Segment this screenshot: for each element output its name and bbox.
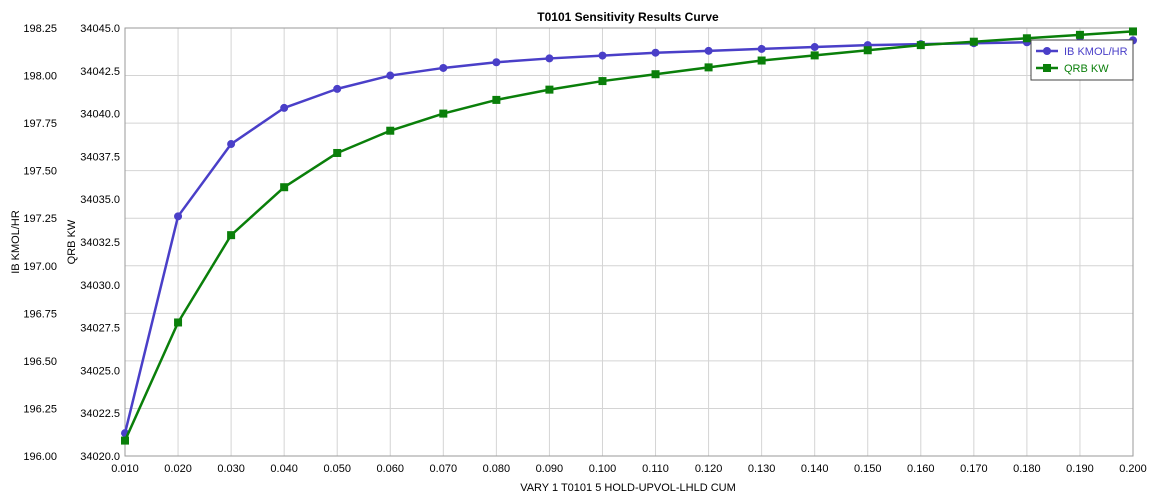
data-point [174,212,183,221]
y-left-tick-label: 197.25 [23,213,57,225]
data-point [174,318,183,327]
data-point [598,77,607,86]
y-axis-inner-ticks: 34020.0 34022.5 34025.0 34027.5 34030.0 34032… [80,23,120,463]
data-point [545,54,554,63]
data-point [333,148,342,157]
data-point [916,41,925,50]
y-inner-tick-label: 34035.0 [80,194,120,206]
data-point [969,37,978,46]
y-axis-left-label: IB KMOL/HR [10,210,22,274]
data-point [386,126,395,135]
data-point [545,85,554,94]
y-inner-tick-label: 34045.0 [80,23,120,35]
x-axis-label: VARY 1 T0101 5 HOLD-UPVOL-LHLD CUM [520,482,736,494]
data-point [227,140,236,149]
x-tick-label: 0.190 [1066,463,1094,475]
x-tick-label: 0.120 [695,463,723,475]
data-point [863,46,872,55]
series-layer [121,27,1137,445]
x-tick-label: 0.130 [748,463,776,475]
data-point [121,436,129,445]
y-left-tick-label: 197.75 [23,118,57,130]
data-point [651,70,660,79]
chart-title: T0101 Sensitivity Results Curve [537,10,719,24]
x-tick-label: 0.020 [164,463,192,475]
x-tick-label: 0.060 [376,463,404,475]
y-inner-tick-label: 34030.0 [80,280,120,292]
y-inner-tick-label: 34042.5 [80,66,120,78]
plot-area [124,27,1134,457]
data-point [227,231,236,240]
x-tick-label: 0.090 [536,463,564,475]
data-point [651,48,660,57]
data-point [810,51,819,60]
series-line [123,39,1134,434]
y-left-tick-label: 196.75 [23,308,57,320]
y-left-tick-label: 198.25 [23,23,57,35]
x-tick-label: 0.180 [1013,463,1041,475]
x-tick-label: 0.070 [430,463,458,475]
data-point [757,44,766,53]
x-tick-label: 0.030 [217,463,245,475]
y-inner-tick-label: 34020.0 [80,451,120,463]
data-point [386,71,395,80]
legend-label: QRB KW [1064,63,1109,75]
legend-marker [1043,64,1051,72]
y-left-tick-label: 196.00 [23,451,57,463]
grid-lines [124,27,1134,457]
x-tick-label: 0.110 [642,463,669,475]
data-point [333,84,342,93]
y-inner-tick-label: 34032.5 [80,237,120,249]
data-point [757,56,766,65]
y-inner-tick-label: 34037.5 [80,151,120,163]
x-tick-label: 0.040 [270,463,298,475]
y-left-tick-label: 196.25 [23,403,57,415]
data-point [439,109,448,118]
x-axis-ticks: 0.010 0.020 0.030 0.040 0.050 0.060 0.070 0.080… [111,463,1147,475]
data-point [280,103,289,112]
x-tick-label: 0.010 [111,463,139,475]
data-point [810,43,819,52]
series-line [123,30,1134,442]
y-inner-tick-label: 34040.0 [80,109,120,121]
data-point [704,46,713,55]
x-tick-label: 0.150 [854,463,882,475]
legend-label: IB KMOL/HR [1064,46,1128,58]
y-left-tick-label: 196.50 [23,356,57,368]
legend: IB KMOL/HR QRB KW [1030,39,1134,81]
x-tick-label: 0.170 [960,463,988,475]
data-point [598,51,607,60]
y-left-tick-label: 197.00 [23,261,57,273]
y-left-tick-label: 197.50 [23,166,57,178]
data-point [704,63,713,72]
data-point [1022,34,1031,43]
x-tick-label: 0.160 [907,463,935,475]
legend-box [1030,39,1134,81]
x-tick-label: 0.050 [323,463,351,475]
data-point [280,183,289,192]
y-left-tick-label: 198.00 [23,71,57,83]
data-point [492,95,501,104]
x-tick-label: 0.080 [483,463,511,475]
x-tick-label: 0.140 [801,463,829,475]
data-point [439,63,448,72]
y-inner-tick-label: 34027.5 [80,323,120,335]
data-point [1075,30,1084,39]
y-inner-tick-label: 34022.5 [80,408,120,420]
y-axis-left-ticks: 196.00 196.25 196.50 196.75 197.00 197.25 197.… [23,23,57,463]
x-tick-label: 0.100 [589,463,617,475]
y-inner-tick-label: 34025.0 [80,365,120,377]
x-tick-label: 0.200 [1119,463,1147,475]
data-point [1129,27,1137,36]
y-axis-inner-label: QRB KW [66,219,78,264]
data-point [492,58,501,67]
legend-marker [1043,47,1051,55]
